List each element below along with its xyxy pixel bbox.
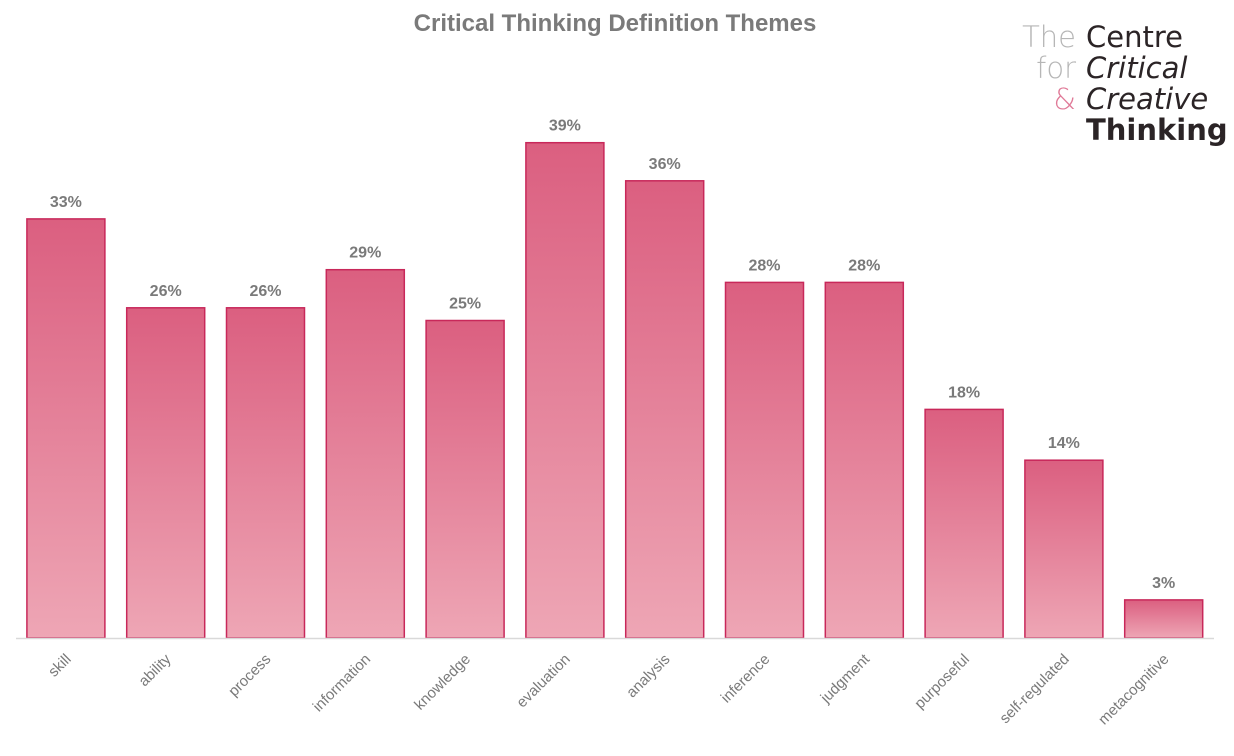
value-labels-group: 33% 26% 26% 29% 25% 39% 36% 28% 28% 18% 14% 3% <box>50 118 1175 592</box>
bar-metacognitive <box>1123 599 1204 639</box>
logo-word-for: for <box>1036 51 1076 85</box>
category-label-ability: ability <box>135 650 174 689</box>
category-label-evaluation: evaluation <box>513 651 573 711</box>
category-label-judgment: judgment <box>817 650 874 707</box>
value-label-evaluation: 39% <box>549 118 581 135</box>
bar-purposeful <box>924 408 1004 639</box>
logo-word-centre: Centre <box>1086 20 1183 54</box>
value-label-metacognitive: 3% <box>1152 575 1175 592</box>
value-label-purposeful: 18% <box>948 384 980 401</box>
bars-group <box>26 141 1204 639</box>
category-label-purposeful: purposeful <box>911 651 973 713</box>
logo-word-critical: Critical <box>1086 51 1188 85</box>
chart-title: Critical Thinking Definition Themes <box>413 10 817 37</box>
logo-line-3: & Creative <box>1010 84 1208 114</box>
value-label-knowledge: 25% <box>449 296 481 313</box>
category-label-self-regulated: self-regulated <box>996 651 1072 727</box>
value-label-inference: 28% <box>748 257 780 274</box>
logo-line-1: The Centre <box>1010 22 1183 52</box>
category-label-knowledge: knowledge <box>411 651 474 714</box>
bar-knowledge <box>425 319 505 639</box>
bar-information <box>325 268 406 639</box>
bar-inference <box>724 281 805 639</box>
bar-process <box>225 307 306 639</box>
logo-word-thinking: Thinking <box>1086 113 1228 147</box>
bar-skill <box>26 218 106 639</box>
value-label-skill: 33% <box>50 194 82 211</box>
category-label-metacognitive: metacognitive <box>1095 651 1172 728</box>
value-label-ability: 26% <box>150 283 182 300</box>
logo-line-2: for Critical <box>1010 53 1187 83</box>
bar-analysis <box>624 180 705 639</box>
value-label-information: 29% <box>349 245 381 262</box>
category-label-skill: skill <box>45 651 75 681</box>
value-label-analysis: 36% <box>649 156 681 173</box>
value-label-self-regulated: 14% <box>1048 435 1080 452</box>
value-label-process: 26% <box>249 283 281 300</box>
bar-evaluation <box>525 141 605 639</box>
logo-word-the: The <box>1022 20 1076 54</box>
category-labels-group: skill ability process information knowledge e… <box>45 650 1172 728</box>
centre-logo: The Centre for Critical & Creative Thinking <box>1010 22 1228 152</box>
logo-line-4: Thinking <box>1010 115 1228 145</box>
bar-judgment <box>824 281 905 639</box>
category-label-information: information <box>310 651 374 715</box>
category-label-inference: inference <box>718 651 774 707</box>
logo-ampersand: & <box>1053 82 1076 116</box>
category-label-process: process <box>225 651 274 700</box>
category-label-analysis: analysis <box>623 651 673 701</box>
value-label-judgment: 28% <box>848 257 880 274</box>
bar-ability <box>125 307 206 639</box>
bar-self-regulated <box>1024 459 1104 639</box>
logo-word-creative: Creative <box>1086 82 1209 116</box>
